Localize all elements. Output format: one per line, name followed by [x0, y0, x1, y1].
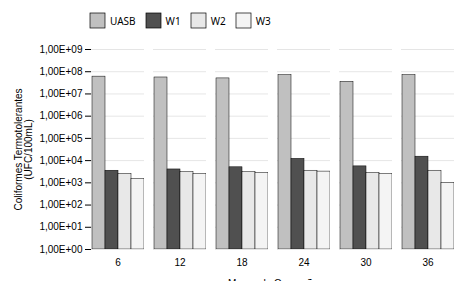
- html-text:W2: W2: [210, 13, 226, 28]
- svg-text:1,00E+08: 1,00E+08: [39, 66, 83, 77]
- svg-text:1,00E+09: 1,00E+09: [39, 44, 83, 55]
- svg-text:18: 18: [236, 257, 248, 268]
- html-text:W3: W3: [255, 13, 271, 28]
- svg-text:Coliformes Termotolerantes(UFC: Coliformes Termotolerantes(UFC/100mL): [13, 88, 34, 210]
- svg-text:12: 12: [174, 257, 186, 268]
- svg-text:24: 24: [298, 257, 310, 268]
- svg-text:1,00E+02: 1,00E+02: [39, 199, 83, 210]
- svg-text:1,00E+00: 1,00E+00: [39, 244, 83, 255]
- svg-text:Meses de Operação: Meses de Operação: [228, 278, 318, 281]
- svg-text:1,00E+04: 1,00E+04: [39, 155, 83, 166]
- svg-text:1,00E+07: 1,00E+07: [39, 88, 83, 99]
- svg-text:1,00E+01: 1,00E+01: [39, 221, 83, 232]
- svg-text:6: 6: [115, 257, 121, 268]
- svg-text:30: 30: [360, 257, 372, 268]
- svg-text:1,00E+03: 1,00E+03: [39, 177, 83, 188]
- html-text:W1: W1: [165, 13, 181, 28]
- svg-text:36: 36: [422, 257, 434, 268]
- svg-text:1,00E+06: 1,00E+06: [39, 110, 83, 121]
- svg-text:1,00E+05: 1,00E+05: [39, 133, 83, 144]
- html-text:UASB: UASB: [110, 13, 136, 28]
